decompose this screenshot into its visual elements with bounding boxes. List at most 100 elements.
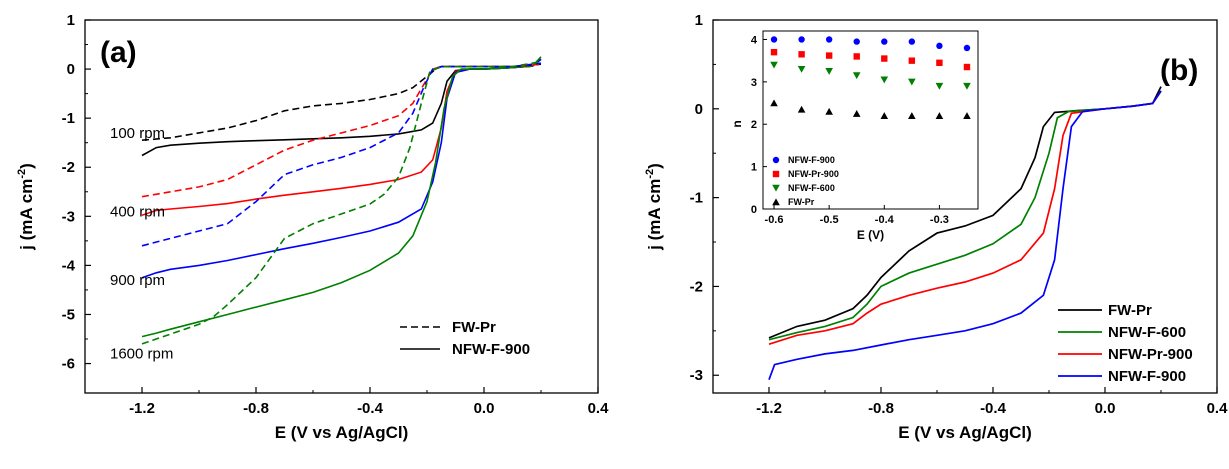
rpm-annotation-100-rpm: 100 rpm	[110, 125, 165, 142]
x-axis-label: E (V vs Ag/AgCl)	[275, 423, 409, 442]
inset-legend-label-nfw-f-600: NFW-F-600	[788, 183, 835, 193]
inset-point-nfw-f-900	[798, 36, 805, 43]
series-line-nfw-f-900-100-rpm	[141, 58, 542, 157]
y-tick-label: -3	[690, 367, 703, 384]
y-axis-label-main: j (mA cm	[17, 179, 36, 251]
inset-chart: -0.6 -0.5 -0.4 -0.3 0 1 2 3 4 E (V) n NFW-F-900 NFW-…	[730, 30, 979, 242]
inset-point-nfw-f-600	[797, 65, 806, 73]
y-tick-label: 0	[695, 101, 703, 118]
inset-y-tick-label: 4	[751, 34, 758, 46]
inset-x-tick-label: -0.4	[875, 214, 895, 226]
y-tick-label: -5	[62, 306, 75, 323]
inset-legend-label-fw-pr: FW-Pr	[788, 197, 815, 207]
series-line-nfw-f-900	[768, 90, 1162, 380]
y-axis-label: j (mA cm-2)	[644, 163, 664, 251]
inset-point-nfw-f-900	[853, 38, 860, 45]
series-line-fw-pr-100-rpm	[141, 63, 542, 141]
x-tick-label: -1.2	[129, 400, 155, 417]
series-line-fw-pr-400-rpm	[141, 63, 542, 198]
y-tick-label: -2	[690, 278, 703, 295]
inset-point-fw-pr	[797, 105, 806, 113]
x-tick-label: 0.0	[474, 400, 495, 417]
inset-legend-marker-nfw-pr-900	[772, 170, 780, 178]
inset-point-nfw-pr-900	[798, 51, 805, 58]
inset-legend-marker-nfw-f-900	[772, 156, 780, 164]
inset-point-nfw-pr-900	[853, 53, 860, 60]
inset-point-nfw-pr-900	[770, 48, 778, 56]
x-tick-label: -0.8	[868, 400, 894, 417]
x-tick-label: -0.4	[357, 400, 384, 417]
inset-point-nfw-f-900	[963, 44, 971, 52]
y-tick-label: -6	[62, 356, 75, 373]
inset-point-nfw-f-900	[770, 36, 778, 43]
inset-point-nfw-f-600	[935, 82, 944, 90]
rpm-annotation-900-rpm: 900 rpm	[110, 272, 165, 289]
inset-x-tick-label: -0.6	[765, 214, 784, 226]
chart-panel-a: -1.2 -0.8 -0.4 0.0 0.4 1 0 -1 -2 -3 -4 -5 -6 E (V vs …	[16, 12, 609, 442]
x-tick-label: 0.4	[1207, 400, 1229, 417]
rpm-annotation-1600-rpm: 1600 rpm	[110, 346, 173, 363]
inset-point-nfw-pr-900	[963, 63, 971, 71]
inset-point-nfw-f-900	[936, 42, 943, 50]
inset-legend-label-nfw-f-900: NFW-F-900	[788, 155, 835, 165]
y-tick-label: -4	[62, 257, 76, 274]
inset-x-axis-label: E (V)	[857, 228, 884, 242]
plot-frame	[712, 19, 1218, 394]
legend-label-fw-pr: FW-Pr	[452, 319, 496, 336]
x-axis-label: E (V vs Ag/AgCl)	[898, 423, 1032, 442]
inset-point-nfw-pr-900	[908, 57, 916, 64]
inset-point-nfw-pr-900	[881, 55, 888, 62]
inset-y-tick-label: 1	[751, 162, 757, 174]
legend-label-fw-pr: FW-Pr	[1108, 302, 1152, 319]
inset-y-tick-label: 0	[751, 204, 757, 216]
y-tick-label: 1	[67, 12, 75, 29]
inset-point-nfw-f-900	[825, 36, 833, 43]
inset-point-nfw-f-600	[852, 72, 861, 80]
panel-label-b: (b)	[1160, 54, 1198, 87]
series-line-nfw-f-900-1600-rpm	[141, 56, 542, 338]
inset-point-fw-pr	[908, 112, 916, 119]
x-tick-label: 0.0	[1095, 400, 1116, 417]
inset-point-nfw-f-600	[963, 82, 971, 90]
inset-point-fw-pr	[963, 112, 971, 119]
inset-point-nfw-f-900	[908, 38, 916, 45]
rpm-annotation-400-rpm: 400 rpm	[110, 203, 165, 220]
series-line-nfw-f-900-900-rpm	[141, 58, 542, 279]
inset-point-fw-pr	[825, 107, 833, 115]
series-line-fw-pr-1600-rpm	[141, 60, 542, 345]
legend-label-nfw-f-900: NFW-F-900	[1108, 368, 1186, 385]
y-tick-label: 0	[67, 61, 75, 78]
y-axis-label-main: j (mA cm	[645, 179, 664, 251]
plot-frame	[84, 19, 599, 394]
inset-point-nfw-pr-900	[936, 59, 943, 66]
x-tick-label: -1.2	[756, 400, 782, 417]
inset-point-fw-pr	[935, 112, 944, 119]
y-axis-label-superscript: -2	[644, 169, 656, 179]
inset-y-tick-label: 2	[751, 119, 757, 131]
inset-point-nfw-f-600	[770, 61, 778, 69]
inset-point-nfw-f-600	[825, 68, 833, 75]
chart-panel-b: -1.2 -0.8 -0.4 0.0 0.4 1 0 -1 -2 -3 E (V vs Ag/AgC…	[644, 12, 1228, 442]
y-tick-label: -1	[690, 190, 703, 207]
inset-point-fw-pr	[770, 99, 778, 107]
inset-legend-marker-nfw-f-600	[772, 184, 780, 192]
y-axis-label-superscript: -2	[16, 169, 28, 179]
y-tick-label: -2	[62, 159, 75, 176]
series-line-fw-pr-900-rpm	[141, 62, 542, 247]
y-axis-label-end: )	[645, 163, 664, 169]
y-tick-label: 1	[695, 12, 703, 29]
legend-label-nfw-f-900: NFW-F-900	[452, 341, 530, 358]
inset-x-tick-label: -0.5	[820, 214, 839, 226]
y-tick-label: -3	[62, 208, 75, 225]
inset-point-nfw-f-900	[881, 38, 888, 45]
x-tick-label: 0.4	[588, 400, 610, 417]
y-axis-label-end: )	[17, 163, 36, 169]
x-tick-label: -0.8	[243, 400, 269, 417]
inset-x-tick-label: -0.3	[930, 214, 949, 226]
inset-point-fw-pr	[852, 110, 861, 117]
inset-y-axis-label: n	[730, 120, 744, 127]
inset-point-fw-pr	[880, 112, 889, 119]
y-tick-label: -1	[62, 110, 75, 127]
inset-legend-marker-fw-pr	[772, 198, 780, 206]
